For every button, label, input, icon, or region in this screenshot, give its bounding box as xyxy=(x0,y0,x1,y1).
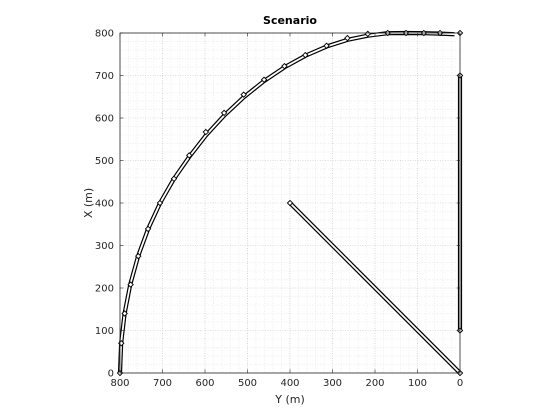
plot-area: 800 700 600 500 400 300 200 100 0 0 100 200 300 400 5… xyxy=(95,29,464,389)
data-point-marker xyxy=(302,51,309,59)
x-tick-label: 700 xyxy=(153,378,172,389)
x-tick-label: 100 xyxy=(408,378,427,389)
y-tick-label: 600 xyxy=(95,114,114,125)
y-tick-label: 700 xyxy=(95,71,114,82)
data-point-marker xyxy=(144,225,152,233)
chart-title: Scenario xyxy=(263,14,317,27)
x-axis-ticks: 800 700 600 500 400 300 200 100 0 xyxy=(110,33,463,389)
x-tick-label: 800 xyxy=(110,378,129,389)
data-point-marker xyxy=(135,252,142,260)
data-point-marker xyxy=(240,91,247,98)
data-point-marker xyxy=(220,109,228,117)
data-point-marker xyxy=(286,199,294,207)
y-axis-label: X (m) xyxy=(82,188,95,218)
y-tick-label: 800 xyxy=(95,29,114,40)
y-tick-label: 500 xyxy=(95,156,114,167)
x-axis-label: Y (m) xyxy=(274,393,305,406)
y-tick-label: 400 xyxy=(95,199,114,210)
y-tick-label: 300 xyxy=(95,241,114,252)
data-point-marker xyxy=(323,42,330,49)
data-point-marker xyxy=(156,199,164,207)
data-point-marker xyxy=(281,62,288,70)
data-point-marker xyxy=(260,76,268,83)
data-point-marker xyxy=(202,128,210,136)
data-point-marker xyxy=(127,281,134,288)
y-axis-ticks: 0 100 200 300 400 500 600 700 800 xyxy=(95,29,460,380)
y-tick-label: 200 xyxy=(95,284,114,295)
series-straight xyxy=(286,199,464,377)
x-tick-label: 400 xyxy=(280,378,299,389)
series-line-inner xyxy=(289,202,461,374)
x-tick-label: 0 xyxy=(457,378,463,389)
y-tick-label: 100 xyxy=(95,326,114,337)
y-tick-label: 0 xyxy=(108,369,114,380)
x-tick-label: 200 xyxy=(365,378,384,389)
data-point-marker xyxy=(186,152,193,159)
x-tick-label: 600 xyxy=(195,378,214,389)
data-point-marker xyxy=(170,175,178,183)
data-point-marker xyxy=(121,310,128,317)
data-point-marker xyxy=(344,34,351,42)
x-tick-label: 300 xyxy=(323,378,342,389)
x-tick-label: 500 xyxy=(238,378,257,389)
